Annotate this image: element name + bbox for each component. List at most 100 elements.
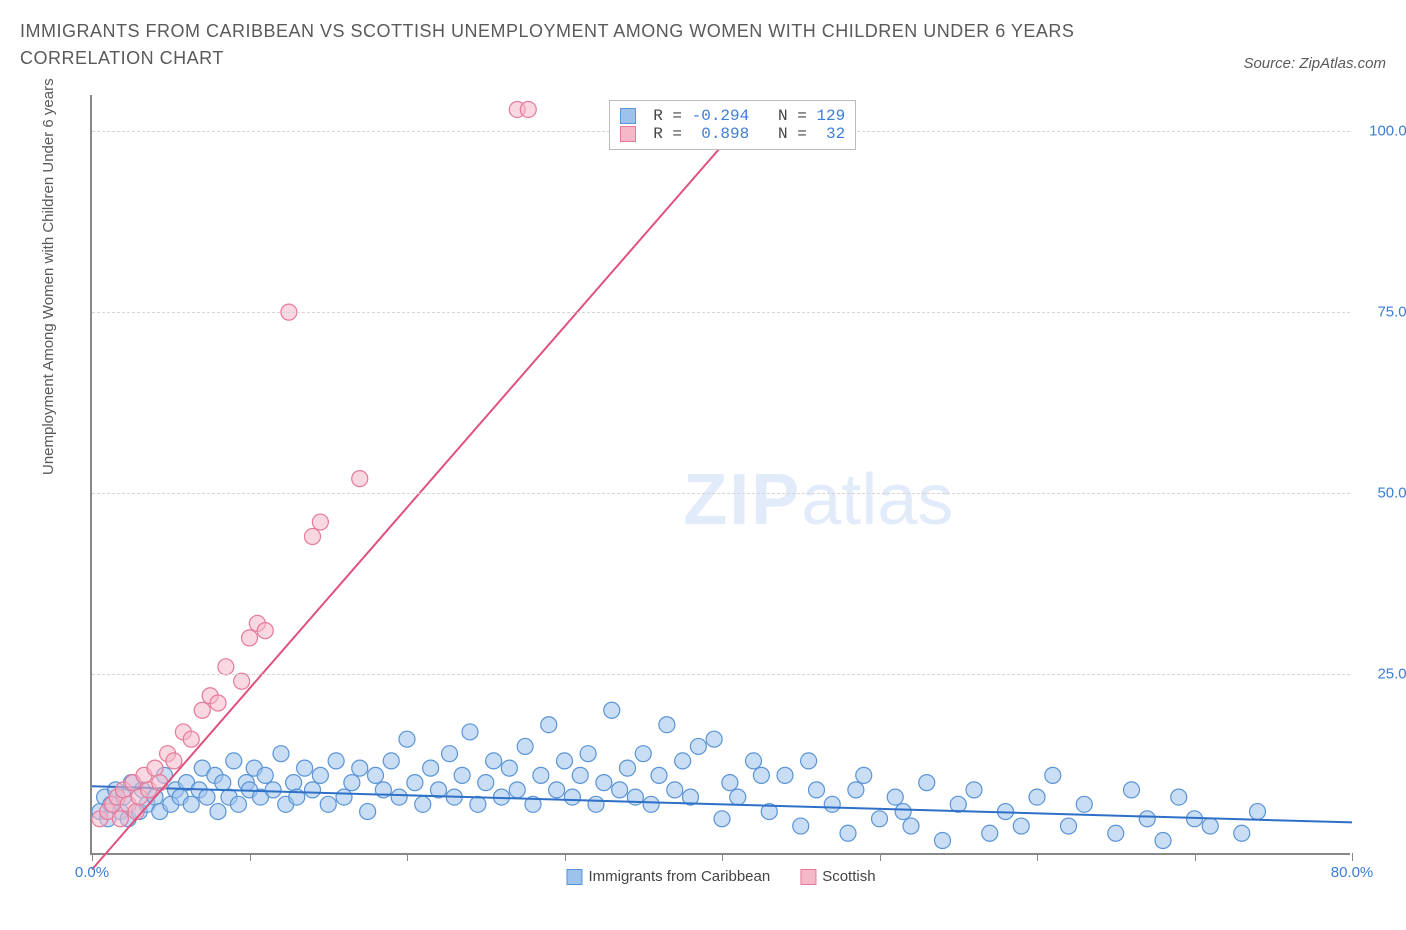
data-point (520, 101, 536, 117)
data-point (297, 760, 313, 776)
data-point (824, 796, 840, 812)
correlation-legend: R = -0.294 N = 129 R = 0.898 N = 32 (609, 100, 857, 150)
data-point (234, 673, 250, 689)
data-point (643, 796, 659, 812)
data-point (423, 760, 439, 776)
data-point (199, 789, 215, 805)
data-point (1013, 818, 1029, 834)
data-point (183, 796, 199, 812)
data-point (604, 702, 620, 718)
x-tick (407, 853, 408, 861)
data-point (344, 775, 360, 791)
data-point (533, 767, 549, 783)
data-point (1171, 789, 1187, 805)
data-point (218, 659, 234, 675)
data-point (722, 775, 738, 791)
data-point (793, 818, 809, 834)
x-tick-label: 80.0% (1331, 864, 1374, 881)
legend-swatch (800, 869, 816, 885)
data-point (305, 782, 321, 798)
legend-row: R = 0.898 N = 32 (620, 125, 846, 143)
data-point (112, 811, 128, 827)
data-point (541, 717, 557, 733)
data-point (286, 775, 302, 791)
data-point (328, 753, 344, 769)
data-point (312, 767, 328, 783)
data-point (194, 702, 210, 718)
legend-stats: R = -0.294 N = 129 (644, 107, 846, 125)
data-point (612, 782, 628, 798)
data-point (1234, 825, 1250, 841)
data-point (1076, 796, 1092, 812)
x-tick (1037, 853, 1038, 861)
data-point (1061, 818, 1077, 834)
data-point (1124, 782, 1140, 798)
legend-stats: R = 0.898 N = 32 (644, 125, 846, 143)
data-point (706, 731, 722, 747)
plot-svg (92, 95, 1350, 853)
data-point (312, 514, 328, 530)
legend-swatch (620, 126, 636, 142)
trend-line (92, 109, 754, 869)
data-point (801, 753, 817, 769)
data-point (352, 760, 368, 776)
data-point (730, 789, 746, 805)
x-tick (1352, 853, 1353, 861)
plot-region: ZIPatlas 25.0%50.0%75.0%100.0% 0.0%80.0%… (90, 95, 1350, 855)
data-point (360, 804, 376, 820)
x-tick (722, 853, 723, 861)
data-point (588, 796, 604, 812)
data-point (1139, 811, 1155, 827)
data-point (667, 782, 683, 798)
data-point (872, 811, 888, 827)
chart-title: IMMIGRANTS FROM CARIBBEAN VS SCOTTISH UN… (20, 18, 1120, 72)
x-tick (880, 853, 881, 861)
y-tick-label: 100.0% (1369, 123, 1406, 140)
data-point (226, 753, 242, 769)
data-point (1250, 804, 1266, 820)
data-point (848, 782, 864, 798)
data-point (517, 738, 533, 754)
y-tick-label: 75.0% (1377, 304, 1406, 321)
data-point (1155, 833, 1171, 849)
data-point (442, 746, 458, 762)
data-point (887, 789, 903, 805)
x-tick-label: 0.0% (75, 864, 109, 881)
data-point (903, 818, 919, 834)
data-point (486, 753, 502, 769)
series-legend: Immigrants from CaribbeanScottish (566, 868, 875, 885)
data-point (557, 753, 573, 769)
data-point (257, 623, 273, 639)
data-point (753, 767, 769, 783)
legend-row: R = -0.294 N = 129 (620, 107, 846, 125)
data-point (659, 717, 675, 733)
legend-item: Immigrants from Caribbean (566, 868, 770, 885)
data-point (572, 767, 588, 783)
data-point (147, 760, 163, 776)
data-point (651, 767, 667, 783)
data-point (690, 738, 706, 754)
data-point (265, 782, 281, 798)
data-point (1202, 818, 1218, 834)
data-point (166, 753, 182, 769)
data-point (1029, 789, 1045, 805)
data-point (462, 724, 478, 740)
data-point (415, 796, 431, 812)
data-point (982, 825, 998, 841)
data-point (549, 782, 565, 798)
data-point (210, 695, 226, 711)
data-point (230, 796, 246, 812)
x-tick (92, 853, 93, 861)
data-point (675, 753, 691, 769)
data-point (470, 796, 486, 812)
data-point (950, 796, 966, 812)
legend-label: Immigrants from Caribbean (588, 868, 770, 885)
data-point (501, 760, 517, 776)
data-point (352, 471, 368, 487)
data-point (454, 767, 470, 783)
data-point (305, 529, 321, 545)
data-point (895, 804, 911, 820)
data-point (391, 789, 407, 805)
data-point (407, 775, 423, 791)
x-tick (250, 853, 251, 861)
